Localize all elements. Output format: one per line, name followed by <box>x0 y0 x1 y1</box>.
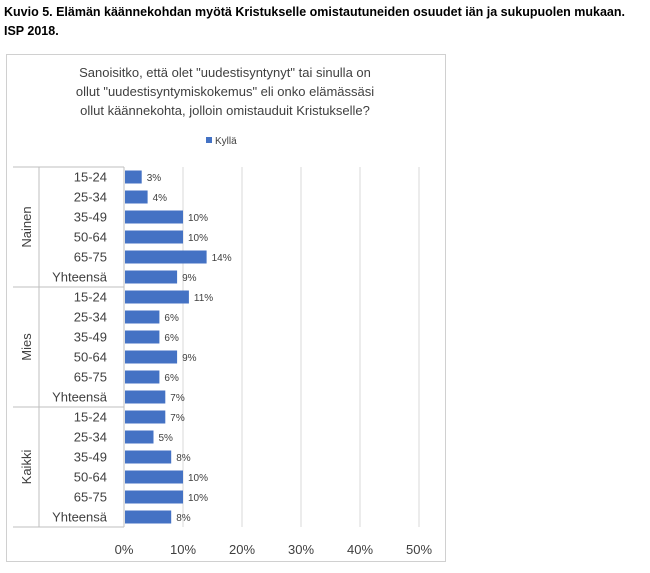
category-label-kaikki-2: 35-49 <box>74 450 107 465</box>
bar-nainen-65-75 <box>125 250 207 264</box>
x-tick-label-30: 30% <box>288 542 314 557</box>
category-label-mies-1: 25-34 <box>74 310 107 325</box>
bar-kaikki-yhteensä <box>125 510 172 524</box>
x-tick-label-20: 20% <box>229 542 255 557</box>
data-label-nainen-0: 3% <box>147 173 162 184</box>
data-label-mies-4: 6% <box>164 373 179 384</box>
caption-line-1: Kuvio 5. Elämän käännekohdan myötä Krist… <box>4 5 625 19</box>
data-label-mies-0: 11% <box>194 293 213 304</box>
data-label-kaikki-0: 7% <box>170 413 185 424</box>
chart-title-line-1: Sanoisitko, että olet "uudestisyntynyt" … <box>79 65 371 80</box>
x-tick-label-10: 10% <box>170 542 196 557</box>
data-label-mies-3: 9% <box>182 353 197 364</box>
chart-title-line-2: ollut "uudestisyntymiskokemus" eli onko … <box>76 84 374 99</box>
bar-nainen-15-24 <box>125 170 142 184</box>
figure-caption: Kuvio 5. Elämän käännekohdan myötä Krist… <box>4 3 644 41</box>
category-label-nainen-5: Yhteensä <box>52 270 108 285</box>
bar-mies-yhteensä <box>125 390 166 404</box>
legend-swatch-kylla <box>206 137 212 143</box>
data-label-nainen-4: 14% <box>212 253 232 264</box>
category-label-kaikki-0: 15-24 <box>74 410 107 425</box>
category-label-kaikki-3: 50-64 <box>74 470 107 485</box>
category-label-kaikki-4: 65-75 <box>74 490 107 505</box>
bar-nainen-25-34 <box>125 190 148 204</box>
data-label-kaikki-3: 10% <box>188 473 208 484</box>
bar-kaikki-65-75 <box>125 490 183 504</box>
category-label-nainen-2: 35-49 <box>74 210 107 225</box>
category-label-mies-5: Yhteensä <box>52 390 108 405</box>
data-label-kaikki-4: 10% <box>188 493 208 504</box>
category-label-nainen-1: 25-34 <box>74 190 107 205</box>
data-label-nainen-1: 4% <box>153 193 168 204</box>
chart-frame: Sanoisitko, että olet "uudestisyntynyt" … <box>6 54 446 562</box>
group-label-nainen: Nainen <box>19 206 34 247</box>
category-label-nainen-0: 15-24 <box>74 170 107 185</box>
bar-mies-65-75 <box>125 370 160 384</box>
data-label-mies-5: 7% <box>170 393 185 404</box>
group-label-mies: Mies <box>19 333 34 361</box>
category-label-kaikki-1: 25-34 <box>74 430 107 445</box>
bar-nainen-35-49 <box>125 210 183 224</box>
bar-chart: Sanoisitko, että olet "uudestisyntynyt" … <box>13 65 432 557</box>
bar-kaikki-35-49 <box>125 450 172 464</box>
bar-mies-50-64 <box>125 350 178 364</box>
bar-kaikki-25-34 <box>125 430 154 444</box>
data-label-nainen-5: 9% <box>182 273 197 284</box>
data-label-nainen-2: 10% <box>188 213 208 224</box>
legend-label-kylla: Kyllä <box>215 136 237 147</box>
bar-kaikki-50-64 <box>125 470 183 484</box>
bar-mies-25-34 <box>125 310 160 324</box>
caption-line-2: ISP 2018. <box>4 24 59 38</box>
bar-mies-35-49 <box>125 330 160 344</box>
category-label-mies-0: 15-24 <box>74 290 107 305</box>
group-label-kaikki: Kaikki <box>19 450 34 485</box>
category-label-mies-3: 50-64 <box>74 350 107 365</box>
category-label-kaikki-5: Yhteensä <box>52 510 108 525</box>
data-label-kaikki-5: 8% <box>176 513 191 524</box>
data-label-kaikki-1: 5% <box>159 433 174 444</box>
category-label-nainen-4: 65-75 <box>74 250 107 265</box>
x-tick-label-40: 40% <box>347 542 373 557</box>
data-label-mies-1: 6% <box>164 313 179 324</box>
category-label-mies-4: 65-75 <box>74 370 107 385</box>
bar-nainen-50-64 <box>125 230 183 244</box>
category-label-mies-2: 35-49 <box>74 330 107 345</box>
chart-title-line-3: ollut käännekohta, jolloin omistauduit K… <box>80 103 370 118</box>
category-label-nainen-3: 50-64 <box>74 230 107 245</box>
data-label-nainen-3: 10% <box>188 233 208 244</box>
bar-mies-15-24 <box>125 290 189 304</box>
bar-nainen-yhteensä <box>125 270 178 284</box>
bar-kaikki-15-24 <box>125 410 166 424</box>
data-label-kaikki-2: 8% <box>176 453 191 464</box>
x-tick-label-50: 50% <box>406 542 432 557</box>
x-tick-label-0: 0% <box>115 542 134 557</box>
data-label-mies-2: 6% <box>164 333 179 344</box>
